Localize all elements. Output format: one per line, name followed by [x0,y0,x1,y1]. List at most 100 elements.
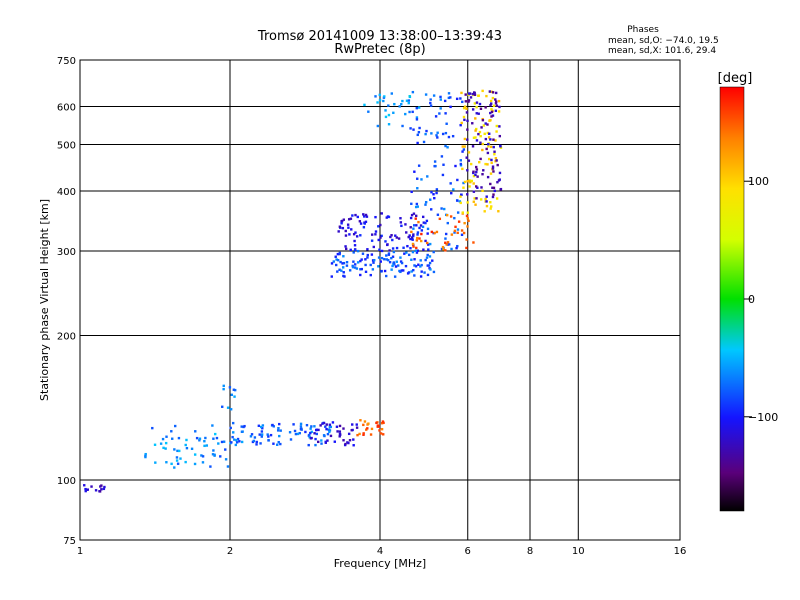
data-point [353,248,357,251]
data-point [427,248,430,251]
data-point [412,128,415,131]
data-point [407,99,411,102]
data-point [461,100,464,104]
data-point [441,245,445,249]
data-point [83,484,86,487]
data-point [384,115,388,119]
data-point [90,485,93,488]
data-point [444,112,447,115]
data-point [335,425,339,428]
data-point [404,264,408,268]
legend-title: Phases [627,25,659,35]
data-point [451,134,455,138]
data-point [475,127,478,131]
data-point [469,180,472,184]
data-point [463,118,466,122]
data-point [459,159,462,162]
data-point [425,129,428,133]
data-point [424,203,427,206]
data-point [444,237,447,240]
data-point [491,195,495,199]
data-point [486,131,490,135]
data-point [443,207,446,211]
data-point [490,205,493,208]
data-point [466,217,470,220]
data-point [153,443,157,446]
data-point [427,264,431,267]
data-point [331,421,335,424]
data-point [366,253,369,257]
data-point [404,112,407,116]
data-point [310,430,313,434]
data-point [362,433,365,436]
data-point [395,246,399,250]
data-point [442,163,445,166]
data-point [472,190,476,193]
data-point [372,261,375,264]
data-point [364,258,367,261]
data-point [426,241,429,245]
data-point [382,433,385,436]
data-point [426,232,429,235]
data-point [144,452,147,456]
data-point [320,442,323,445]
data-point [461,211,464,214]
data-point [477,132,480,136]
data-point [391,255,395,258]
data-point [336,430,339,433]
data-point [432,270,436,274]
data-point [486,163,489,166]
data-point [486,175,490,179]
data-point [471,145,475,148]
data-point [414,217,417,220]
data-point [391,264,394,268]
data-point [489,201,492,204]
data-point [463,221,466,225]
data-point [339,433,342,436]
data-point [466,225,469,228]
data-point [253,436,257,439]
data-point [465,238,468,241]
data-point [489,207,492,210]
data-point [341,266,345,269]
data-point [459,97,462,100]
data-point [219,455,222,458]
data-point [398,269,401,273]
data-point [185,446,189,450]
data-point [467,99,471,102]
data-point [467,100,470,103]
data-point [446,221,449,225]
data-point [370,253,374,256]
data-point [232,388,236,391]
data-point [490,158,493,162]
data-point [440,207,443,210]
data-point [463,137,467,141]
data-point [390,92,393,95]
data-point [436,136,439,139]
data-point [228,386,232,389]
data-point [481,142,484,146]
x-axis-label: Frequency [MHz] [334,557,426,570]
data-point [426,264,429,267]
data-point [348,233,351,236]
data-point [345,260,349,264]
data-point [495,159,498,162]
data-point [498,105,501,109]
data-point [387,104,390,107]
data-point [446,146,449,149]
data-point [211,453,215,456]
data-point [456,231,459,235]
y-tick-label: 300 [57,247,76,258]
data-point [379,432,383,435]
data-point [360,258,363,261]
data-point [474,117,477,120]
data-point [467,151,471,154]
data-point [495,197,499,200]
data-point [393,102,396,106]
data-point [494,139,497,142]
data-point [380,234,383,238]
data-point [355,235,359,238]
data-point [408,234,411,237]
data-point [378,93,381,97]
data-point [372,245,375,249]
